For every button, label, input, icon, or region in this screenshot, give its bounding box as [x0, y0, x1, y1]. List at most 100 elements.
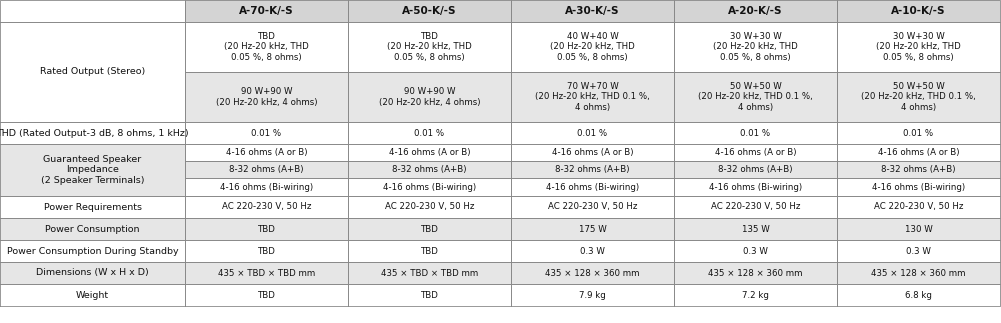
Bar: [674, 178, 837, 196]
Text: 8-32 ohms (A+B): 8-32 ohms (A+B): [556, 165, 630, 174]
Text: 30 W+30 W
(20 Hz-20 kHz, THD
0.05 %, 8 ohms): 30 W+30 W (20 Hz-20 kHz, THD 0.05 %, 8 o…: [713, 32, 798, 62]
Text: TBD: TBD: [257, 224, 275, 234]
Text: 8-32 ohms (A+B): 8-32 ohms (A+B): [392, 165, 466, 174]
Bar: [0, 262, 185, 284]
Text: 435 × TBD × TBD mm: 435 × TBD × TBD mm: [380, 268, 478, 277]
Bar: [511, 122, 674, 144]
Bar: [0, 240, 185, 262]
Text: 175 W: 175 W: [579, 224, 607, 234]
Bar: [511, 22, 674, 72]
Bar: [837, 284, 1000, 306]
Text: 4-16 ohms (A or B): 4-16 ohms (A or B): [226, 148, 307, 157]
Text: 8-32 ohms (A+B): 8-32 ohms (A+B): [719, 165, 793, 174]
Bar: [348, 72, 511, 122]
Bar: [674, 196, 837, 218]
Text: TBD: TBD: [257, 246, 275, 255]
Bar: [185, 196, 348, 218]
Bar: [837, 0, 1000, 22]
Text: 90 W+90 W
(20 Hz-20 kHz, 4 ohms): 90 W+90 W (20 Hz-20 kHz, 4 ohms): [378, 87, 480, 107]
Text: 435 × TBD × TBD mm: 435 × TBD × TBD mm: [218, 268, 315, 277]
Bar: [837, 122, 1000, 144]
Bar: [185, 72, 348, 122]
Bar: [348, 178, 511, 196]
Text: 7.9 kg: 7.9 kg: [580, 290, 606, 299]
Bar: [674, 0, 837, 22]
Bar: [837, 72, 1000, 122]
Bar: [511, 218, 674, 240]
Text: 0.01 %: 0.01 %: [414, 129, 444, 138]
Text: 0.01 %: 0.01 %: [741, 129, 771, 138]
Text: Weight: Weight: [76, 290, 109, 299]
Bar: [0, 122, 185, 144]
Text: TBD
(20 Hz-20 kHz, THD
0.05 %, 8 ohms): TBD (20 Hz-20 kHz, THD 0.05 %, 8 ohms): [387, 32, 471, 62]
Bar: [185, 240, 348, 262]
Text: AC 220-230 V, 50 Hz: AC 220-230 V, 50 Hz: [711, 203, 800, 212]
Text: 4-16 ohms (A or B): 4-16 ohms (A or B): [388, 148, 470, 157]
Bar: [348, 144, 511, 161]
Text: 4-16 ohms (Bi-wiring): 4-16 ohms (Bi-wiring): [220, 182, 313, 192]
Bar: [511, 240, 674, 262]
Text: 0.3 W: 0.3 W: [743, 246, 768, 255]
Bar: [348, 218, 511, 240]
Bar: [0, 218, 185, 240]
Text: A-30-K/-S: A-30-K/-S: [566, 6, 620, 16]
Bar: [674, 218, 837, 240]
Text: 0.3 W: 0.3 W: [580, 246, 605, 255]
Bar: [837, 262, 1000, 284]
Text: TBD: TBD: [257, 290, 275, 299]
Bar: [348, 22, 511, 72]
Text: A-10-K/-S: A-10-K/-S: [891, 6, 946, 16]
Text: 40 W+40 W
(20 Hz-20 kHz, THD
0.05 %, 8 ohms): 40 W+40 W (20 Hz-20 kHz, THD 0.05 %, 8 o…: [551, 32, 635, 62]
Bar: [185, 218, 348, 240]
Bar: [0, 22, 185, 122]
Text: 8-32 ohms (A+B): 8-32 ohms (A+B): [881, 165, 956, 174]
Bar: [511, 284, 674, 306]
Text: THD (Rated Output-3 dB, 8 ohms, 1 kHz): THD (Rated Output-3 dB, 8 ohms, 1 kHz): [0, 129, 189, 138]
Text: 6.8 kg: 6.8 kg: [905, 290, 932, 299]
Bar: [348, 0, 511, 22]
Text: 4-16 ohms (A or B): 4-16 ohms (A or B): [715, 148, 796, 157]
Bar: [185, 0, 348, 22]
Bar: [674, 144, 837, 161]
Text: 0.3 W: 0.3 W: [906, 246, 931, 255]
Bar: [511, 262, 674, 284]
Bar: [674, 284, 837, 306]
Text: 4-16 ohms (Bi-wiring): 4-16 ohms (Bi-wiring): [383, 182, 476, 192]
Bar: [0, 144, 185, 196]
Text: 435 × 128 × 360 mm: 435 × 128 × 360 mm: [546, 268, 640, 277]
Text: 0.01 %: 0.01 %: [251, 129, 281, 138]
Bar: [674, 122, 837, 144]
Bar: [348, 284, 511, 306]
Text: 435 × 128 × 360 mm: 435 × 128 × 360 mm: [871, 268, 966, 277]
Bar: [837, 218, 1000, 240]
Bar: [348, 161, 511, 178]
Text: TBD: TBD: [420, 224, 438, 234]
Text: 90 W+90 W
(20 Hz-20 kHz, 4 ohms): 90 W+90 W (20 Hz-20 kHz, 4 ohms): [216, 87, 317, 107]
Text: Power Consumption During Standby: Power Consumption During Standby: [7, 246, 178, 255]
Text: AC 220-230 V, 50 Hz: AC 220-230 V, 50 Hz: [384, 203, 474, 212]
Text: A-70-K/-S: A-70-K/-S: [239, 6, 294, 16]
Bar: [0, 284, 185, 306]
Bar: [185, 144, 348, 161]
Bar: [511, 0, 674, 22]
Bar: [348, 240, 511, 262]
Bar: [674, 262, 837, 284]
Bar: [185, 178, 348, 196]
Bar: [348, 262, 511, 284]
Text: 4-16 ohms (Bi-wiring): 4-16 ohms (Bi-wiring): [872, 182, 965, 192]
Text: 70 W+70 W
(20 Hz-20 kHz, THD 0.1 %,
4 ohms): 70 W+70 W (20 Hz-20 kHz, THD 0.1 %, 4 oh…: [536, 82, 650, 112]
Text: AC 220-230 V, 50 Hz: AC 220-230 V, 50 Hz: [874, 203, 963, 212]
Bar: [837, 22, 1000, 72]
Bar: [837, 196, 1000, 218]
Text: 30 W+30 W
(20 Hz-20 kHz, THD
0.05 %, 8 ohms): 30 W+30 W (20 Hz-20 kHz, THD 0.05 %, 8 o…: [876, 32, 961, 62]
Text: TBD
(20 Hz-20 kHz, THD
0.05 %, 8 ohms): TBD (20 Hz-20 kHz, THD 0.05 %, 8 ohms): [224, 32, 309, 62]
Text: 0.01 %: 0.01 %: [578, 129, 608, 138]
Text: Guaranteed Speaker
Impedance
(2 Speaker Terminals): Guaranteed Speaker Impedance (2 Speaker …: [41, 155, 144, 185]
Text: A-50-K/-S: A-50-K/-S: [402, 6, 456, 16]
Text: TBD: TBD: [420, 246, 438, 255]
Bar: [511, 144, 674, 161]
Bar: [348, 122, 511, 144]
Text: Power Requirements: Power Requirements: [43, 203, 141, 212]
Bar: [674, 240, 837, 262]
Bar: [0, 196, 185, 218]
